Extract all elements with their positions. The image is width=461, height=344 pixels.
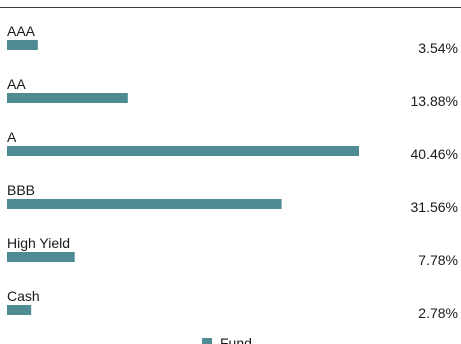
value-label-aaa: 3.54% <box>418 40 458 56</box>
bar-cash <box>7 305 32 315</box>
legend-swatch <box>202 338 212 344</box>
legend-label: Fund <box>220 335 252 344</box>
bar-a <box>7 146 359 156</box>
value-label-cash: 2.78% <box>418 305 458 321</box>
value-label-aa: 13.88% <box>411 93 458 109</box>
category-label-high-yield: High Yield <box>7 235 70 251</box>
bar-aa <box>7 93 128 103</box>
bar-bbb <box>7 199 282 209</box>
category-label-bbb: BBB <box>7 182 35 198</box>
category-label-aaa: AAA <box>7 23 36 39</box>
category-label-a: A <box>7 129 17 145</box>
top-rule <box>0 7 461 8</box>
category-label-cash: Cash <box>7 288 40 304</box>
category-label-aa: AA <box>7 76 26 92</box>
bar-high-yield <box>7 252 75 262</box>
bar-aaa <box>7 40 38 50</box>
value-label-high-yield: 7.78% <box>418 252 458 268</box>
value-label-a: 40.46% <box>411 146 458 162</box>
value-label-bbb: 31.56% <box>411 199 458 215</box>
